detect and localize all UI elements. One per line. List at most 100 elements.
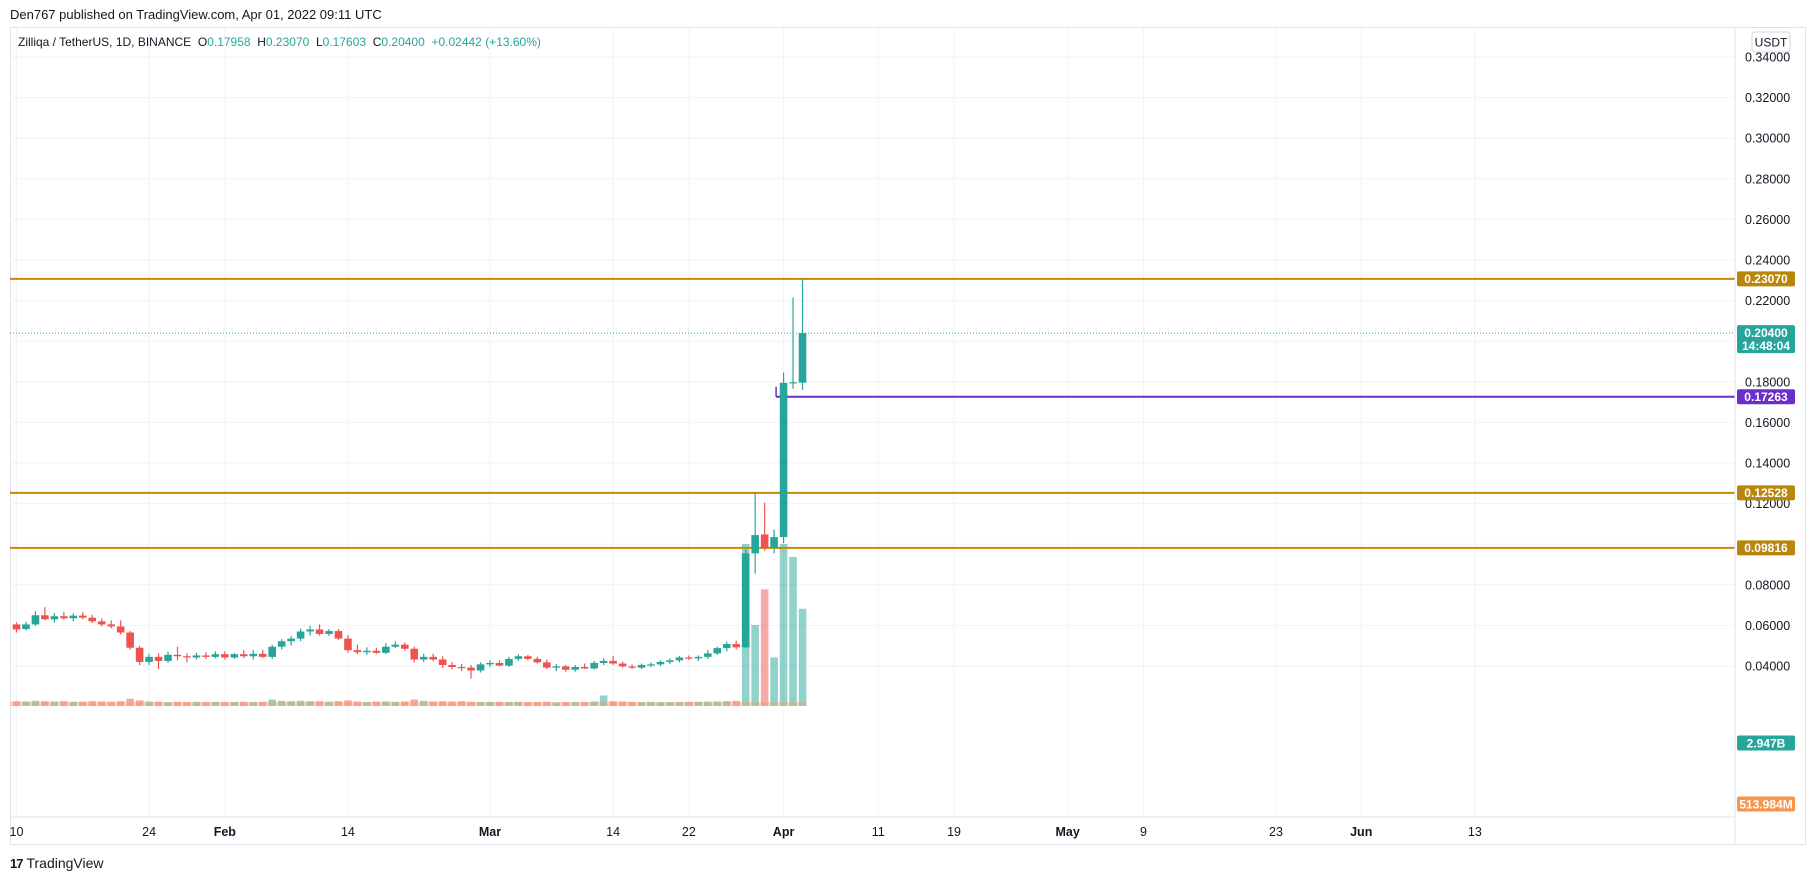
candle-body: [590, 662, 598, 669]
volume-bar: [419, 700, 428, 706]
volume-bar: [344, 700, 352, 706]
x-tick-label: 19: [947, 825, 961, 839]
candle-body: [97, 621, 106, 625]
candle-body: [202, 655, 210, 657]
candle-body: [258, 653, 267, 657]
candle-body: [400, 644, 409, 649]
y-tick-label: 0.32000: [1745, 91, 1790, 105]
volume-bar: [69, 701, 78, 706]
candle-body: [486, 662, 494, 665]
candle-body: [107, 624, 115, 627]
candle-body: [495, 662, 504, 666]
volume-bar: [647, 701, 655, 706]
volume-bar: [704, 701, 712, 706]
volume-bar: [363, 701, 371, 706]
tradingview-logo[interactable]: 17 TradingView: [10, 855, 104, 871]
volume-bar: [457, 701, 466, 706]
volume-bar: [732, 700, 741, 706]
candle-body: [353, 650, 362, 653]
low-value: 0.17603: [322, 35, 367, 49]
volume-bar: [770, 657, 778, 706]
candle-body: [315, 629, 324, 634]
y-tick-label: 0.08000: [1745, 578, 1790, 592]
volume-bar: [239, 701, 248, 706]
x-tick-label: 14: [606, 825, 620, 839]
candle-body: [145, 656, 153, 662]
volume-bar: [779, 544, 788, 706]
volume-ma-tag-text: 513.984M: [1739, 797, 1792, 811]
volume-bar: [325, 701, 333, 706]
volume-bar: [41, 701, 49, 706]
price-axis[interactable]: 0.34000 0.32000 0.30000 0.28000 0.26000 0.240…: [1745, 51, 1790, 674]
candle-body: [391, 644, 400, 647]
volume-ma-tag-bg: [1737, 796, 1795, 812]
volume-bar: [353, 701, 362, 706]
x-tick-label: May: [1056, 825, 1080, 839]
currency-button[interactable]: USDT: [1751, 31, 1791, 53]
y-tick-label: 0.06000: [1745, 619, 1790, 633]
volume-bar: [609, 701, 617, 706]
volume-bar: [429, 701, 437, 706]
candle-body: [552, 666, 561, 668]
volume-bar: [467, 701, 475, 706]
y-tick-label: 0.22000: [1745, 294, 1790, 308]
tradingview-logo-icon: 17: [10, 855, 24, 871]
x-tick-label: 22: [682, 825, 696, 839]
candle-body: [410, 648, 419, 660]
volume-bar: [438, 701, 447, 706]
candle-body: [798, 333, 807, 383]
y-tick-label: 0.24000: [1745, 254, 1790, 268]
support-price-tag-bg: [1737, 389, 1795, 405]
candle-body: [78, 615, 87, 618]
volume-bar: [230, 701, 239, 706]
candle-body: [760, 534, 769, 548]
volume-bar: [628, 701, 636, 706]
candle-body: [154, 656, 163, 661]
candle-body: [533, 658, 542, 663]
y-tick-label: 0.34000: [1745, 51, 1790, 65]
volume-bar: [722, 701, 731, 706]
volume-bar: [713, 701, 722, 706]
change-value: +0.02442 (+13.60%): [431, 35, 541, 49]
volume-bar: [590, 701, 598, 706]
current-price-tag-bg: [1737, 325, 1795, 354]
published-caption: Den767 published on TradingView.com, Apr…: [10, 7, 382, 22]
volume-bar: [221, 702, 229, 706]
volume-bar: [296, 700, 305, 706]
candle-body: [685, 657, 693, 659]
candle-body: [325, 631, 333, 634]
level-price-tag-bg: [1737, 485, 1795, 501]
candle-body: [524, 656, 532, 659]
volume-bar: [31, 700, 40, 706]
volume-bar: [798, 608, 807, 706]
volume-bar: [154, 701, 163, 706]
volume-bar: [505, 701, 513, 706]
level-price-tag: 0.09816: [1737, 540, 1795, 556]
volume-bar: [561, 702, 570, 706]
volume-bar: [685, 701, 693, 706]
candle-body: [505, 658, 513, 666]
candle-body: [268, 646, 276, 657]
x-tick-label: Apr: [773, 825, 795, 839]
volume-bar: [249, 701, 258, 706]
low-label: L: [315, 35, 323, 49]
volume-ma-tag: 513.984M: [1737, 796, 1795, 812]
volume-bar: [637, 702, 646, 706]
volume-bar: [533, 702, 542, 706]
candle-body: [666, 660, 674, 662]
candle-body: [694, 656, 703, 659]
candle-body: [50, 616, 59, 620]
x-tick-label: 10: [10, 825, 24, 839]
time-axis[interactable]: 10 24 Feb 14 Mar 14 22 Apr 11 19 May 9 23 Jun 13: [10, 825, 1482, 839]
candle-body: [344, 638, 352, 651]
candle-body: [656, 661, 665, 665]
level-price-tag-text: 0.09816: [1744, 541, 1788, 555]
candle-body: [770, 537, 778, 548]
volume-bar: [145, 701, 153, 706]
candle-body: [126, 632, 134, 648]
volume-bar: [514, 701, 523, 706]
volume-bar: [126, 698, 134, 706]
candle-body: [561, 666, 570, 670]
level-price-tag-bg: [1737, 271, 1795, 287]
